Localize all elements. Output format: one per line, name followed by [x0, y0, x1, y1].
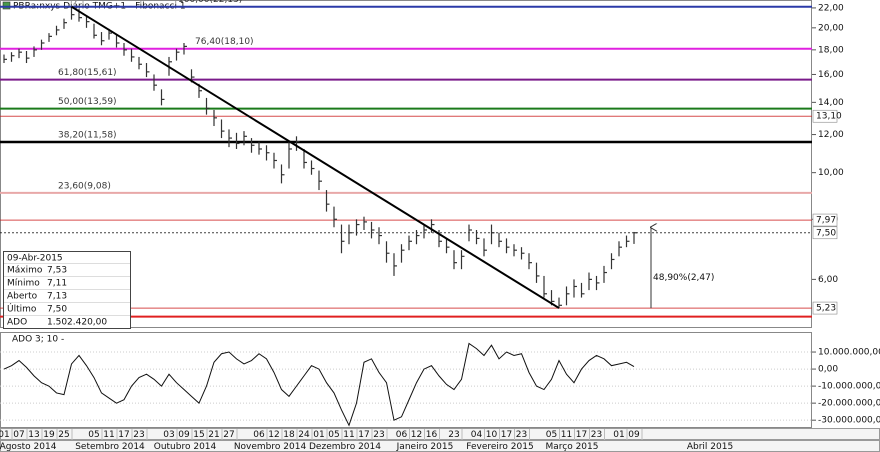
measure-label: 48,90%(2,47) — [653, 273, 714, 283]
x-tick-label: 23 — [373, 430, 384, 440]
x-tick-label: 21 — [208, 430, 219, 440]
x-tick-label: 01 — [313, 430, 324, 440]
indicator-title: ADO 3; 10 - — [12, 335, 64, 345]
x-tick-label: 23 — [516, 430, 527, 440]
x-tick-label: 11 — [343, 430, 354, 440]
fibonacci-label: 23,60(9,08) — [58, 181, 111, 191]
level-label-box — [812, 301, 838, 315]
x-tick-label: 06 — [396, 430, 408, 440]
x-tick-label: 19 — [43, 430, 55, 440]
y-tick-label: 12,00 — [818, 130, 844, 140]
y-tick-label: 0,00 — [818, 365, 838, 375]
level-label-box — [812, 109, 838, 123]
x-tick-label: 04 — [471, 430, 483, 440]
x-tick-label: 23 — [133, 430, 144, 440]
y-tick-label: -20.000.000,00 — [818, 399, 880, 409]
x-tick-label: 05 — [328, 430, 339, 440]
x-tick-label: 17 — [501, 430, 512, 440]
x-tick-label: 11 — [103, 430, 114, 440]
x-tick-label: 03 — [163, 430, 174, 440]
fibonacci-label: 76,40(18,10) — [195, 37, 254, 47]
info-value: 7,50 — [47, 305, 67, 315]
x-tick-label: 01 — [613, 430, 624, 440]
info-value: 7,13 — [47, 292, 67, 302]
x-tick-label: 09 — [178, 430, 190, 440]
trend-line — [70, 5, 560, 309]
month-label: Novembro 2014 — [234, 442, 307, 452]
month-label: Dezembro 2014 — [309, 442, 381, 452]
level-label: 7,97 — [816, 216, 836, 226]
x-tick-label: 11 — [561, 430, 572, 440]
y-tick-label: -30.000.000,00 — [818, 416, 880, 426]
x-tick-label: 10 — [486, 430, 498, 440]
month-label: Abril 2015 — [687, 442, 733, 452]
x-tick-label: 13 — [28, 430, 39, 440]
info-key: ADO — [7, 318, 27, 328]
level-label: 7,50 — [816, 228, 836, 238]
month-label: Março 2015 — [545, 442, 598, 452]
x-tick-label: 01 — [0, 430, 10, 440]
x-tick-label: 24 — [298, 430, 310, 440]
month-label: Setembro 2014 — [75, 442, 145, 452]
month-label: Fevereiro 2015 — [466, 442, 533, 452]
info-value: 1.502.420,00 — [47, 318, 107, 328]
fibonacci-label: 61,80(15,61) — [58, 68, 117, 78]
x-tick-label: 07 — [13, 430, 24, 440]
x-tick-label: 09 — [628, 430, 640, 440]
month-label: Agosto 2014 — [0, 442, 57, 452]
info-value: 7,11 — [47, 279, 67, 289]
level-label: 5,23 — [816, 304, 836, 314]
y-tick-label: 10.000.000,00 — [818, 348, 880, 358]
level-label: 13,10 — [816, 112, 842, 122]
info-key: Mínimo — [7, 279, 40, 289]
info-key: Aberto — [7, 292, 38, 302]
y-tick-label: 10,00 — [818, 168, 844, 178]
level-label-box — [812, 213, 838, 227]
x-tick-label: 17 — [118, 430, 129, 440]
y-tick-label: -10.000.000,00 — [818, 382, 880, 392]
info-value: 7,53 — [47, 266, 67, 276]
fibonacci-label: 38,20(11,58) — [58, 131, 117, 141]
price-panel — [0, 0, 812, 328]
y-tick-label: 18,00 — [818, 45, 844, 55]
x-tick-label: 17 — [576, 430, 587, 440]
x-tick-label: 16 — [426, 430, 438, 440]
ado-panel — [0, 332, 812, 428]
x-tick-label: 05 — [88, 430, 99, 440]
x-tick-label: 23 — [448, 430, 459, 440]
ado-line — [3, 342, 635, 427]
x-tick-label: 05 — [546, 430, 557, 440]
y-tick-label: 22,00 — [818, 3, 844, 13]
y-tick-label: 14,00 — [818, 98, 844, 108]
fibonacci-label: 50,00(13,59) — [58, 97, 117, 107]
x-tick-label: 06 — [253, 430, 265, 440]
info-key: Último — [7, 303, 37, 315]
x-tick-label: 18 — [283, 430, 295, 440]
y-tick-label: 20,00 — [818, 23, 844, 33]
x-tick-label: 12 — [268, 430, 279, 440]
series-icon — [2, 1, 11, 10]
x-tick-label: 23 — [591, 430, 602, 440]
x-tick-label: 15 — [193, 430, 204, 440]
x-tick-label: 12 — [411, 430, 422, 440]
month-label: Outubro 2014 — [154, 442, 217, 452]
x-tick-label: 25 — [58, 430, 69, 440]
y-tick-label: 16,00 — [818, 70, 844, 80]
x-tick-label: 27 — [223, 430, 234, 440]
info-key: Máximo — [7, 266, 43, 276]
month-label: Janeiro 2015 — [396, 442, 454, 452]
level-label-box — [812, 226, 838, 240]
fibonacci-label: 100,00(22,13) — [178, 0, 242, 5]
info-date: 09-Abr-2015 — [7, 254, 63, 264]
x-tick-label: 17 — [358, 430, 369, 440]
y-tick-label: 6,00 — [818, 275, 838, 285]
